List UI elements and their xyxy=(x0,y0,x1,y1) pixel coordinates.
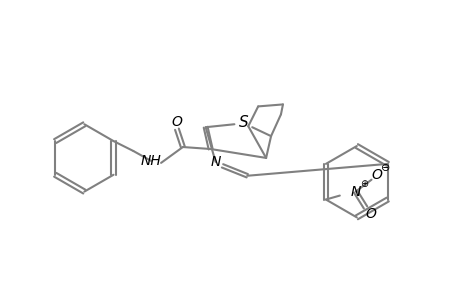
Text: N: N xyxy=(210,155,220,169)
Text: N: N xyxy=(350,184,360,199)
Text: ⊕: ⊕ xyxy=(360,179,368,189)
Text: O: O xyxy=(171,115,182,129)
Text: O: O xyxy=(370,168,381,182)
Text: S: S xyxy=(238,115,247,130)
Text: NH: NH xyxy=(140,154,161,168)
Text: O: O xyxy=(364,207,375,221)
Text: ⊖: ⊖ xyxy=(380,163,389,173)
